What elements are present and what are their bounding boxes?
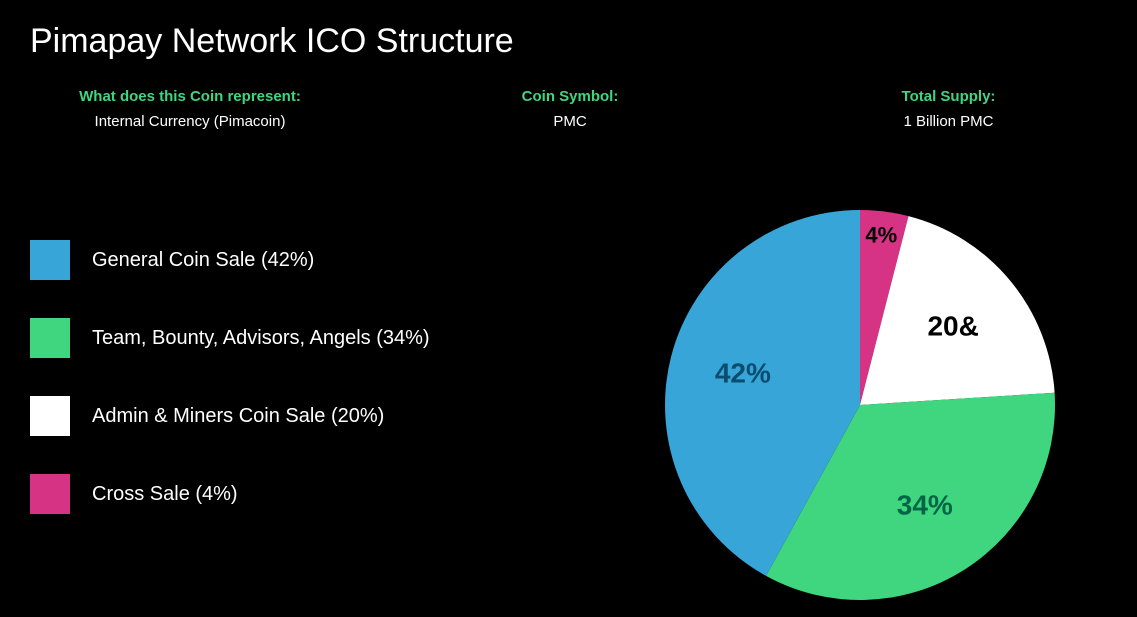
legend-swatch: [30, 240, 70, 280]
legend-label: General Coin Sale (42%): [92, 249, 314, 272]
legend-swatch: [30, 396, 70, 436]
info-value: PMC: [380, 113, 760, 130]
legend-item-crosssale: Cross Sale (4%): [30, 474, 430, 514]
pie-chart: 4% 20&34% 42%: [640, 200, 1080, 610]
legend-item-team: Team, Bounty, Advisors, Angels (34%): [30, 318, 430, 358]
legend-swatch: [30, 318, 70, 358]
pie-label-admin: 20&: [927, 310, 978, 341]
legend-label: Cross Sale (4%): [92, 483, 238, 506]
info-block-represent: What does this Coin represent: Internal …: [0, 88, 380, 130]
pie-label-general: 42%: [715, 357, 771, 388]
info-label: Total Supply:: [760, 88, 1137, 105]
info-block-symbol: Coin Symbol: PMC: [380, 88, 760, 130]
info-row: What does this Coin represent: Internal …: [0, 88, 1137, 130]
info-label: What does this Coin represent:: [0, 88, 380, 105]
pie-label-team: 34%: [897, 489, 953, 520]
legend: General Coin Sale (42%) Team, Bounty, Adv…: [30, 240, 430, 552]
legend-item-general: General Coin Sale (42%): [30, 240, 430, 280]
info-value: 1 Billion PMC: [760, 113, 1137, 130]
pie-label-crosssale: 4%: [865, 223, 897, 248]
legend-swatch: [30, 474, 70, 514]
legend-item-admin: Admin & Miners Coin Sale (20%): [30, 396, 430, 436]
info-label: Coin Symbol:: [380, 88, 760, 105]
info-value: Internal Currency (Pimacoin): [0, 113, 380, 130]
page-title: Pimapay Network ICO Structure: [30, 22, 514, 61]
legend-label: Team, Bounty, Advisors, Angels (34%): [92, 327, 430, 350]
info-block-supply: Total Supply: 1 Billion PMC: [760, 88, 1137, 130]
legend-label: Admin & Miners Coin Sale (20%): [92, 405, 384, 428]
